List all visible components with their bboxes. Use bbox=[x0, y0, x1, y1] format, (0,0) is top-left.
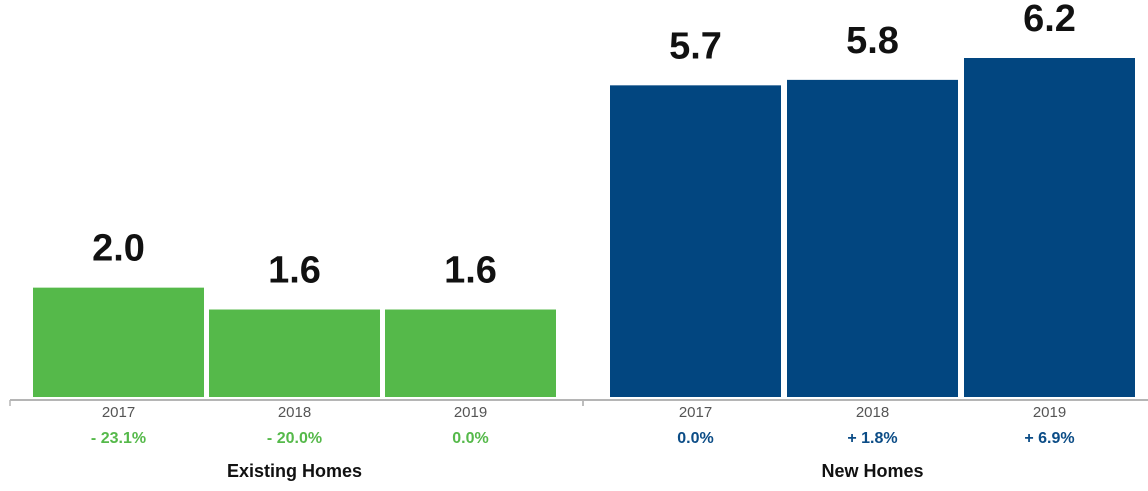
axis-layer bbox=[9, 399, 1148, 406]
bar-new-homes-2017 bbox=[610, 85, 781, 397]
group-label: New Homes bbox=[821, 461, 923, 481]
bar-value-label: 1.6 bbox=[444, 250, 497, 292]
bars-layer bbox=[33, 58, 1135, 397]
percent-change-label: 0.0% bbox=[677, 430, 713, 447]
bar-value-label: 2.0 bbox=[92, 228, 145, 270]
bar-new-homes-2018 bbox=[787, 79, 958, 397]
bar-value-label: 6.2 bbox=[1023, 0, 1076, 40]
percent-change-label: + 6.9% bbox=[1024, 430, 1074, 447]
percent-change-label: + 1.8% bbox=[847, 430, 897, 447]
bar-existing-homes-2018 bbox=[209, 309, 380, 397]
x-tick-label: 2019 bbox=[1033, 404, 1066, 421]
bar-value-label: 5.7 bbox=[669, 25, 722, 67]
percent-change-label: 0.0% bbox=[452, 430, 488, 447]
percent-change-label: - 20.0% bbox=[267, 430, 322, 447]
bar-value-label: 5.8 bbox=[846, 20, 899, 62]
labels-layer: 2.0 2017 - 23.1% 1.6 2018 - 20.0% 1.6 2019 0.0% E… bbox=[91, 0, 1076, 481]
x-tick-label: 2017 bbox=[679, 404, 712, 421]
bar-existing-homes-2017 bbox=[33, 287, 204, 397]
group-label: Existing Homes bbox=[227, 461, 362, 481]
x-tick-label: 2018 bbox=[278, 404, 311, 421]
x-tick-label: 2017 bbox=[102, 404, 135, 421]
x-tick-label: 2019 bbox=[454, 404, 487, 421]
bar-value-label: 1.6 bbox=[268, 250, 321, 292]
x-tick-label: 2018 bbox=[856, 404, 889, 421]
percent-change-label: - 23.1% bbox=[91, 430, 146, 447]
bar-existing-homes-2019 bbox=[385, 309, 556, 397]
bar-new-homes-2019 bbox=[964, 58, 1135, 397]
